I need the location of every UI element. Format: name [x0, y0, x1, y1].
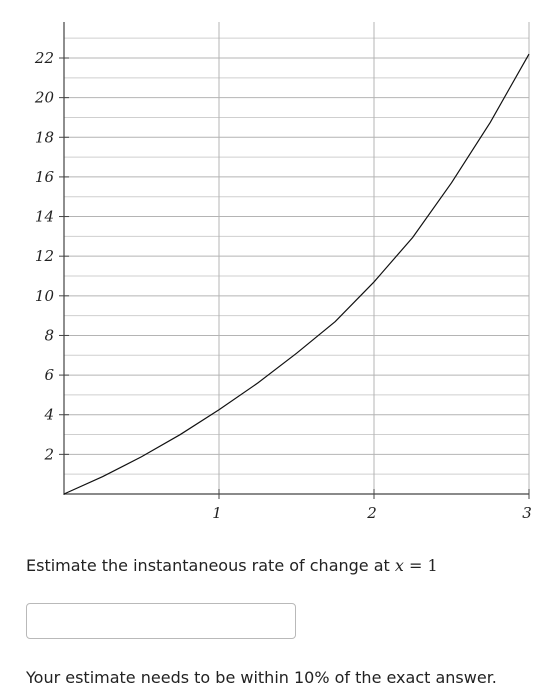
tolerance-note: Your estimate needs to be within 10% of …	[26, 668, 497, 687]
y-tick-label: 10	[35, 287, 55, 305]
y-tick-label: 14	[35, 208, 54, 226]
x-tick-label: 3	[522, 504, 532, 522]
y-tick-label: 12	[35, 247, 54, 265]
y-tick-label: 22	[34, 49, 54, 67]
y-tick-label: 6	[44, 366, 54, 384]
y-tick-label: 20	[34, 89, 55, 107]
axes	[59, 22, 530, 499]
x-tick-label: 2	[366, 504, 377, 522]
y-tick-label: 18	[35, 128, 54, 146]
y-tick-label: 4	[43, 406, 54, 424]
question-variable: x	[394, 556, 404, 575]
question-text: Estimate the instantaneous rate of chang…	[26, 556, 438, 575]
question-prefix: Estimate the instantaneous rate of chang…	[26, 556, 395, 575]
graph: 2 4 6 8 10 12 14 16 18 20 22 1 2 3	[34, 22, 532, 522]
grid	[64, 22, 530, 495]
answer-input[interactable]	[26, 603, 296, 639]
curves	[63, 53, 530, 495]
x-tick-label: 1	[212, 504, 222, 522]
y-tick-label: 16	[35, 168, 55, 186]
y-tick-label: 8	[44, 326, 54, 344]
curve	[63, 53, 530, 495]
y-tick-label: 2	[43, 445, 54, 463]
question-equals: = 1	[403, 556, 438, 575]
